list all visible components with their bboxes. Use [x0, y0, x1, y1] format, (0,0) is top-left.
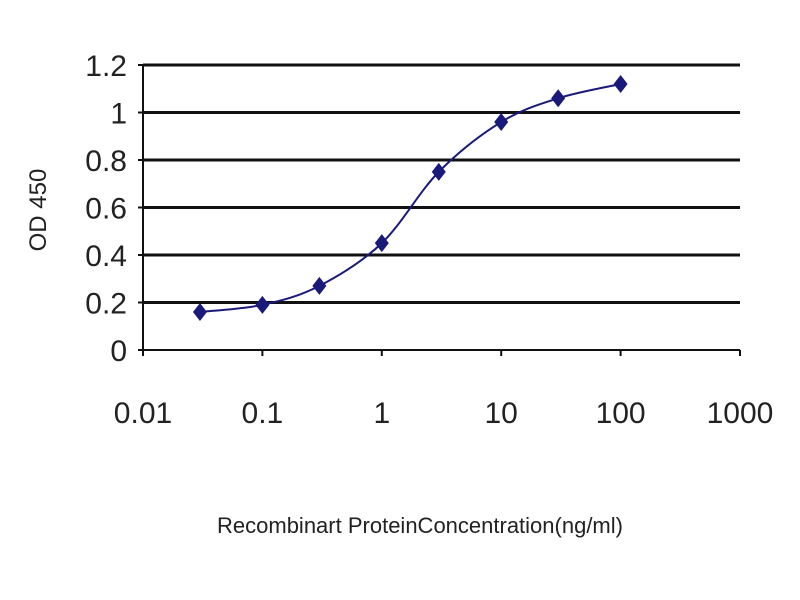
- y-axis-label: OD 450: [25, 169, 52, 252]
- y-tick-label: 0: [110, 335, 127, 368]
- data-point-marker: [192, 303, 207, 321]
- data-point-marker: [551, 89, 566, 108]
- x-tick-label: 100: [596, 397, 646, 430]
- x-tick-label: 0.1: [242, 397, 284, 430]
- x-axis-label: Recombinart ProteinConcentration(ng/ml): [217, 513, 623, 538]
- y-tick-label: 0.6: [85, 193, 127, 226]
- data-point-marker: [374, 234, 389, 253]
- x-tick-label: 1000: [707, 397, 774, 430]
- y-tick-label: 1.2: [85, 50, 127, 83]
- data-point-marker: [431, 162, 446, 181]
- x-tick-label: 10: [485, 397, 518, 430]
- y-tick-label: 0.8: [85, 145, 127, 178]
- data-point-marker: [312, 276, 327, 295]
- y-tick-label: 0.2: [85, 288, 127, 321]
- y-tick-label: 1: [110, 98, 127, 131]
- x-tick-label: 1: [373, 397, 390, 430]
- data-point-marker: [255, 295, 270, 314]
- x-tick-label: 0.01: [114, 397, 172, 430]
- data-point-marker: [613, 75, 628, 93]
- series-line: [199, 83, 621, 313]
- y-tick-label: 0.4: [85, 240, 127, 273]
- data-point-marker: [494, 113, 509, 131]
